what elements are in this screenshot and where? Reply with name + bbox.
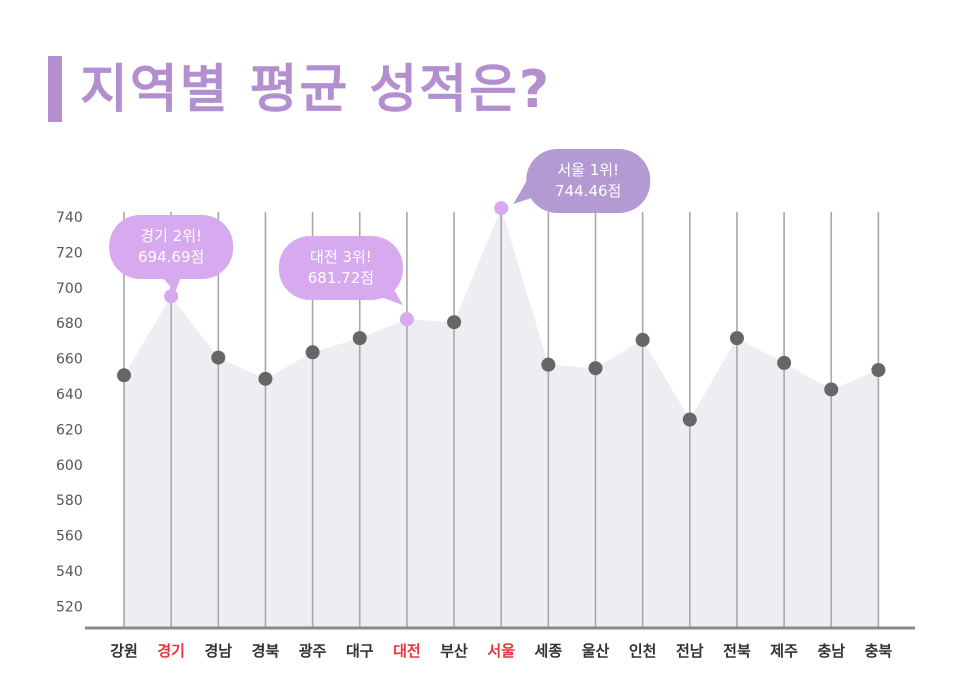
y-tick-label: 540 (56, 564, 83, 580)
x-tick-label-세종: 세종 (535, 642, 563, 660)
page-title: 지역별 평균 성적은? (80, 60, 552, 120)
x-tick-label-충남: 충남 (817, 642, 845, 660)
x-tick-label-경북: 경북 (252, 642, 280, 660)
x-tick-label-광주: 광주 (299, 642, 327, 660)
data-point-대구 (352, 331, 367, 346)
data-point-충북 (871, 362, 886, 377)
data-point-대전 (399, 312, 414, 327)
y-tick-label: 580 (56, 493, 83, 509)
y-tick-label: 620 (56, 422, 83, 438)
callout-tail-경기 (162, 277, 182, 292)
x-tick-label-경기: 경기 (157, 642, 185, 660)
callout-bubble-서울 (526, 149, 651, 213)
x-tick-label-제주: 제주 (770, 642, 798, 660)
data-point-인천 (635, 332, 650, 347)
x-tick-label-대전: 대전 (393, 642, 421, 660)
x-tick-label-강원: 강원 (110, 642, 138, 660)
callout-rank-경기: 경기 2위! (140, 227, 202, 245)
x-tick-label-부산: 부산 (440, 642, 468, 660)
callout-bubble-대전 (278, 236, 403, 300)
callout-score-서울: 744.46점 (555, 182, 621, 200)
data-point-경북 (258, 371, 273, 386)
callout-score-경기: 694.69점 (138, 248, 204, 266)
callout-bubble-경기 (109, 215, 234, 279)
data-point-충남 (824, 382, 839, 397)
x-tick-label-충북: 충북 (865, 642, 893, 660)
x-tick-label-전남: 전남 (676, 642, 704, 660)
y-tick-label: 720 (56, 245, 83, 261)
data-point-제주 (777, 355, 792, 370)
y-tick-label: 560 (56, 529, 83, 545)
y-tick-label: 680 (56, 316, 83, 332)
data-point-서울 (494, 201, 509, 216)
data-point-전남 (682, 412, 697, 427)
data-point-강원 (117, 368, 131, 383)
y-tick-label: 600 (56, 458, 83, 474)
data-point-전북 (729, 331, 744, 346)
y-tick-label: 660 (56, 352, 83, 368)
x-tick-label-전북: 전북 (723, 642, 751, 660)
x-tick-label-서울: 서울 (487, 642, 515, 660)
y-tick-label: 740 (56, 210, 83, 226)
y-tick-label: 520 (56, 599, 83, 615)
x-tick-label-울산: 울산 (582, 642, 610, 660)
x-tick-label-대구: 대구 (346, 642, 374, 660)
data-point-경남 (211, 350, 226, 365)
callout-rank-대전: 대전 3위! (310, 248, 372, 266)
title-accent-bar (48, 56, 62, 122)
x-tick-label-경남: 경남 (204, 642, 232, 660)
data-point-세종 (541, 357, 556, 372)
y-tick-label: 700 (56, 281, 83, 297)
y-tick-label: 640 (56, 387, 83, 403)
data-point-부산 (447, 315, 462, 330)
data-point-울산 (588, 361, 603, 376)
data-point-경기 (164, 289, 179, 304)
callout-rank-서울: 서울 1위! (557, 161, 619, 179)
data-point-광주 (305, 345, 320, 360)
x-tick-label-인천: 인천 (629, 642, 657, 660)
callout-score-대전: 681.72점 (308, 269, 374, 287)
